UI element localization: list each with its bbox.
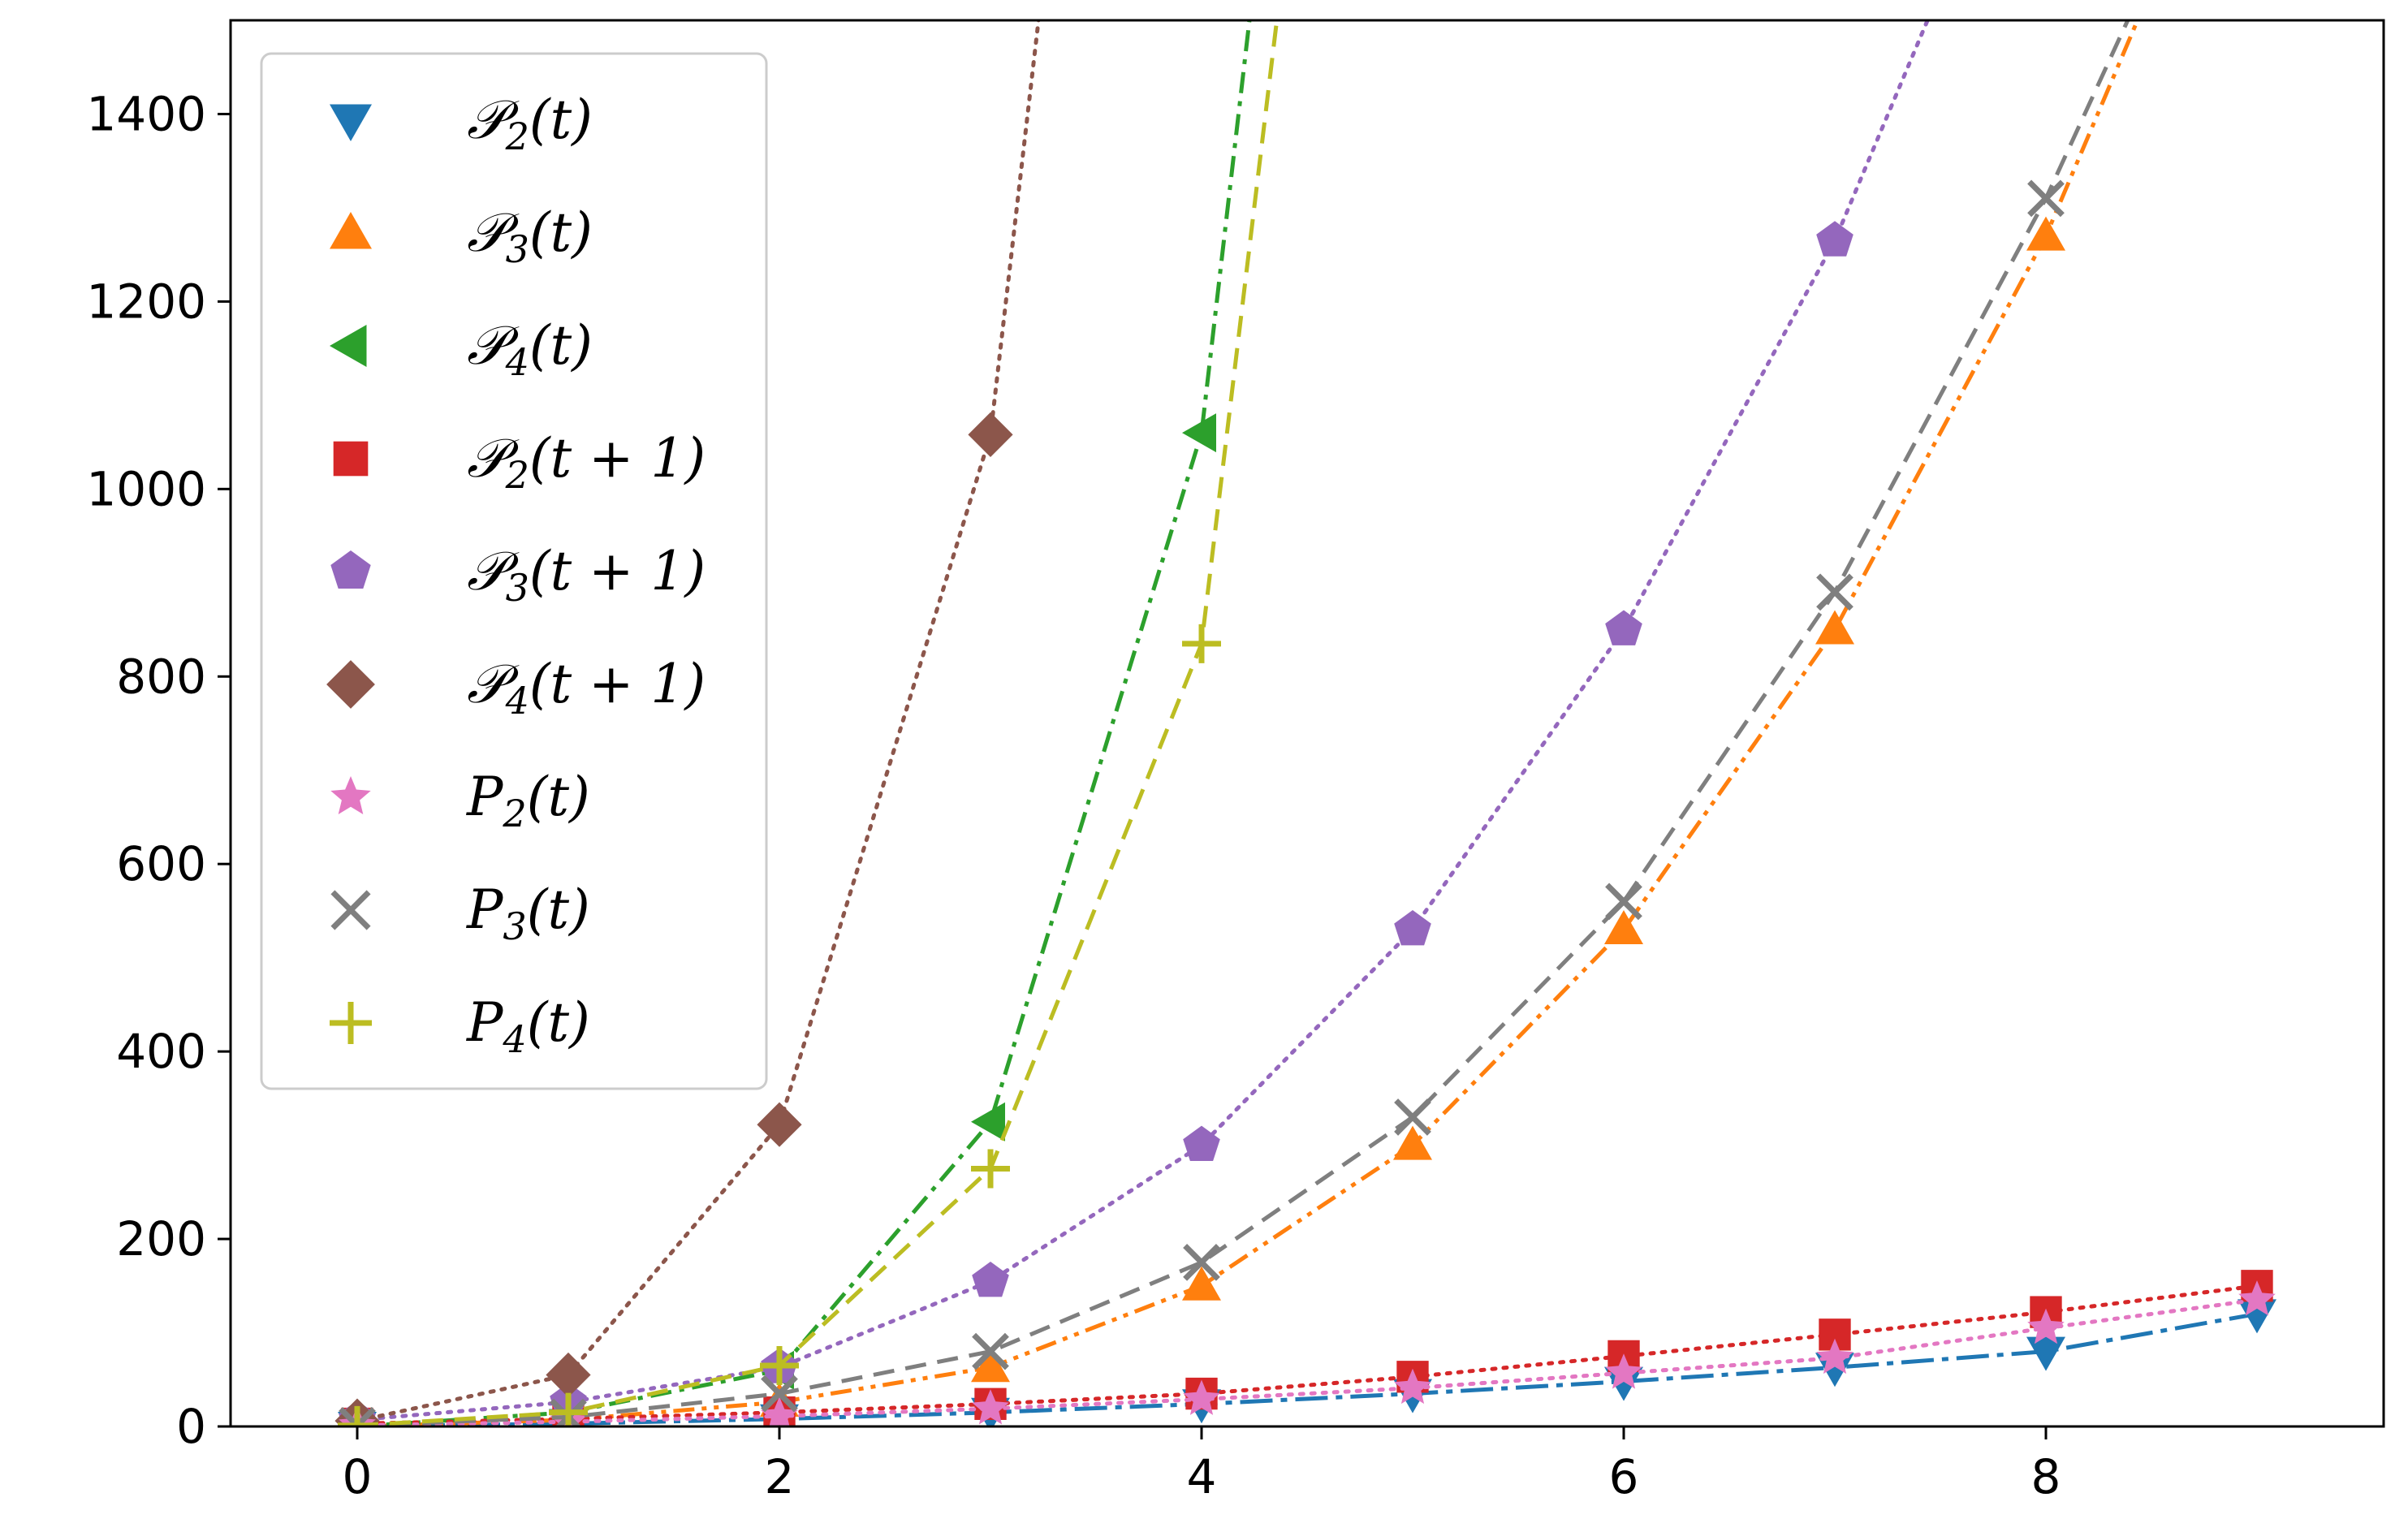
x-tick-label: 0 [343, 1449, 373, 1504]
series-line [356, 1311, 2258, 1426]
data-point [1605, 610, 1642, 645]
data-point [761, 1374, 798, 1413]
series-line [355, 1297, 2259, 1426]
legend-entry: 𝒫3(t + 1) [330, 540, 706, 610]
data-point [1393, 1125, 1432, 1160]
y-tick-label: 200 [116, 1211, 206, 1267]
legend-entry: P2(t) [330, 766, 590, 835]
y-tick-label: 1200 [86, 274, 206, 329]
x-tick-label: 6 [1609, 1449, 1639, 1504]
legend-marker [330, 550, 371, 589]
plot-frame [229, 19, 2385, 1428]
series-line [356, 20, 1280, 1426]
x-tick-label: 8 [2031, 1449, 2061, 1504]
series-layer [334, 20, 2276, 1426]
legend-box [260, 52, 768, 1090]
data-point [1605, 1353, 1642, 1389]
data-point [1604, 1366, 1643, 1401]
data-point [971, 1149, 1010, 1189]
y-tick-label: 0 [176, 1399, 206, 1454]
data-point [1394, 910, 1431, 946]
data-point [2026, 216, 2065, 251]
data-point [1816, 221, 1853, 257]
data-point [1815, 1353, 1854, 1387]
data-point [2027, 179, 2065, 218]
legend-label: 𝒫4(t + 1) [467, 653, 706, 723]
legend-marker [330, 1002, 372, 1044]
data-point [1394, 1098, 1431, 1136]
data-point [757, 1102, 802, 1147]
data-point [1816, 573, 1853, 611]
legend-entry: 𝒫3(t) [330, 201, 593, 271]
y-tick-label: 1400 [86, 86, 206, 141]
data-point [1182, 1266, 1221, 1301]
data-point [1183, 1125, 1220, 1161]
data-point [968, 412, 1013, 457]
legend-marker [330, 325, 367, 367]
data-point [1816, 1338, 1853, 1374]
legend-marker [330, 212, 372, 249]
legend-entry: P4(t) [330, 991, 590, 1061]
data-point [1604, 910, 1643, 944]
data-point [972, 1389, 1009, 1425]
legend-label: 𝒫3(t) [467, 201, 593, 271]
series-line [355, 20, 1930, 1422]
y-tick-label: 1000 [86, 461, 206, 516]
data-point [761, 1396, 798, 1426]
series-line [356, 20, 2140, 1426]
series-7 [339, 1280, 2276, 1426]
data-point [1183, 1244, 1220, 1281]
x-tick-label: 4 [1187, 1449, 1217, 1504]
legend-label: P3(t) [466, 878, 590, 948]
data-point [1182, 413, 1216, 453]
legend: 𝒫2(t) 𝒫3(t) 𝒫4(t) 𝒫2(t + 1) 𝒫3(t + 1) 𝒫4(t + … [260, 52, 768, 1090]
series-line [355, 1284, 2259, 1426]
data-point [2027, 1308, 2065, 1344]
legend-marker [330, 890, 371, 930]
legend-label: P2(t) [466, 766, 590, 835]
legend-entry: P3(t) [330, 878, 590, 948]
legend-label: 𝒫4(t) [467, 314, 593, 384]
data-point [2238, 1299, 2276, 1334]
data-point [1605, 883, 1642, 921]
data-point [971, 1348, 1010, 1383]
data-point [972, 1332, 1009, 1370]
data-point [972, 1262, 1009, 1297]
legend-label: P4(t) [466, 991, 590, 1061]
data-point [1815, 610, 1854, 645]
axis-layer: 0 2 4 6 8 0 200 400 600 800 1000 1200 1400 [86, 86, 2061, 1504]
data-point [971, 1102, 1005, 1141]
y-tick-label: 800 [116, 649, 206, 704]
legend-entry: 𝒫4(t) [330, 314, 593, 384]
legend-marker [326, 660, 375, 709]
data-point [546, 1352, 591, 1398]
data-point [1394, 1368, 1431, 1405]
legend-marker [333, 441, 369, 477]
x-tick-label: 2 [765, 1449, 795, 1504]
data-point [2026, 1336, 2065, 1371]
data-point [760, 1345, 799, 1385]
data-point [1182, 624, 1221, 663]
legend-marker [330, 776, 371, 814]
legend-label: 𝒫3(t + 1) [467, 540, 706, 610]
series-line [356, 20, 2130, 1426]
legend-label: 𝒫2(t + 1) [467, 427, 706, 497]
data-point [1183, 1379, 1220, 1415]
data-point [2238, 1280, 2276, 1316]
legend-entry: 𝒫2(t) [330, 88, 593, 158]
legend-marker [330, 104, 372, 141]
legend-label: 𝒫2(t) [467, 88, 593, 158]
y-tick-label: 600 [116, 836, 206, 891]
y-tick-label: 400 [116, 1024, 206, 1079]
